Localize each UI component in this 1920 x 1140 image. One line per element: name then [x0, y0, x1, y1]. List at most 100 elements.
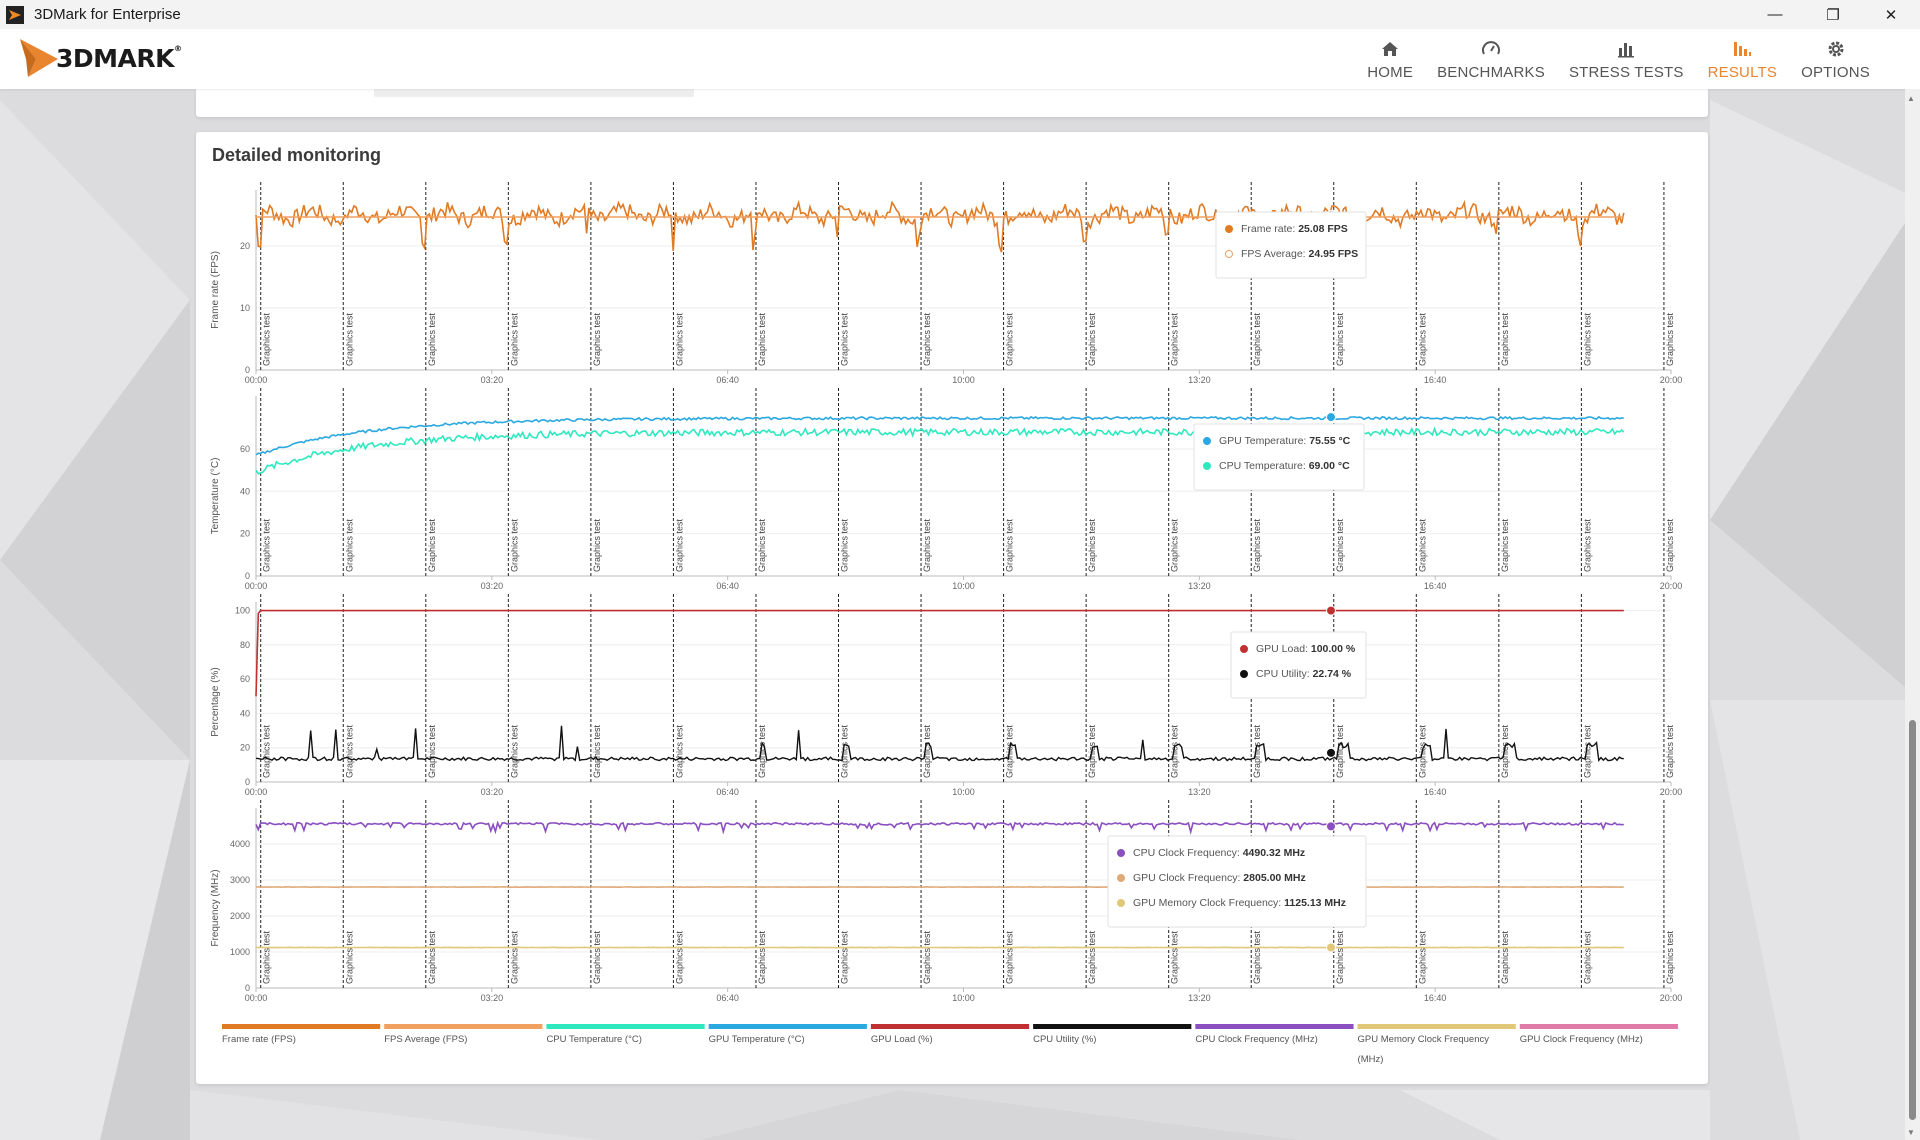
y-axis-label: Percentage (%)	[210, 667, 221, 736]
logo[interactable]: 3DMARK®	[18, 35, 182, 81]
graphics-test-label: Graphics test	[262, 312, 272, 366]
legend-label: CPU Utility (%)	[1033, 1034, 1096, 1045]
tooltip-label: GPU Clock Frequency: 2805.00 MHz	[1133, 872, 1306, 884]
value-bar	[374, 89, 694, 97]
x-tick-label: 00:00	[245, 375, 268, 385]
scrollbar-thumb[interactable]	[1909, 720, 1916, 1120]
graphics-test-label: Graphics test	[509, 312, 519, 366]
graphics-test-label: Graphics test	[592, 518, 602, 572]
nav-results-label: RESULTS	[1707, 63, 1778, 81]
tooltip-label: CPU Utility: 22.74 %	[1256, 668, 1352, 680]
tooltip-swatch	[1117, 899, 1125, 907]
chart-panel-1: 0 10 20 00:00 03:20 06:40 10:00 13:20 16:40 20:00…	[210, 182, 1682, 385]
close-button[interactable]: ✕	[1884, 6, 1898, 24]
series-line-1	[255, 415, 1624, 456]
graphics-test-label: Graphics test	[1665, 930, 1675, 984]
graphics-test-label: Graphics test	[1500, 518, 1510, 572]
cursor-dot	[1326, 412, 1336, 423]
x-tick-label: 13:20	[1188, 581, 1211, 591]
series-line-2	[255, 725, 1624, 763]
graphics-test-label: Graphics test	[922, 724, 932, 778]
nav-benchmarks[interactable]: BENCHMARKS	[1425, 29, 1557, 89]
graphics-test-label: Graphics test	[1582, 518, 1592, 572]
chart-panel-4: 0 1000 2000 3000 4000 00:00 03:20 06:40 10:00 13:…	[210, 800, 1683, 1003]
nav-options[interactable]: OPTIONS	[1789, 29, 1882, 89]
section-title: Detailed monitoring	[212, 145, 382, 165]
graphics-test-label: Graphics test	[427, 518, 437, 572]
tooltip-swatch	[1225, 225, 1233, 233]
y-tick-label: 1000	[230, 947, 250, 957]
chart-tooltip: CPU Clock Frequency: 4490.32 MHz GPU Cloc…	[1107, 835, 1367, 928]
graphics-test-label: Graphics test	[1582, 930, 1592, 984]
legend-swatch	[1033, 1024, 1192, 1029]
scrollbar-track[interactable]	[1905, 89, 1920, 1140]
graphics-test-label: Graphics test	[922, 518, 932, 572]
chart-panel-3: 0 20 40 60 80 100 00:00 03:20 06:40 10:00 13:20 16:…	[210, 594, 1683, 797]
graphics-test-label: Graphics test	[674, 518, 684, 572]
graphics-test-label: Graphics test	[922, 312, 932, 366]
graphics-test-label: Graphics test	[1335, 930, 1345, 984]
window-title: 3DMark for Enterprise	[34, 6, 181, 23]
tooltip-swatch	[1117, 874, 1125, 882]
graphics-test-label: Graphics test	[1417, 930, 1427, 984]
graphics-test-label: Graphics test	[592, 312, 602, 366]
x-tick-label: 20:00	[1660, 787, 1683, 797]
x-tick-label: 16:40	[1424, 375, 1447, 385]
nav-home-label: HOME	[1367, 63, 1414, 81]
graphics-test-label: Graphics test	[592, 930, 602, 984]
main-nav: HOME BENCHMARKS STRESS TESTS	[1355, 29, 1882, 89]
tooltip-swatch	[1117, 849, 1125, 857]
minimize-button[interactable]: —	[1767, 6, 1783, 23]
graphics-test-label: Graphics test	[1005, 518, 1015, 572]
graphics-test-label: Graphics test	[674, 930, 684, 984]
logo-icon	[20, 39, 58, 77]
y-tick-label: 40	[240, 708, 250, 718]
x-tick-label: 16:40	[1424, 787, 1447, 797]
x-tick-label: 06:40	[716, 787, 739, 797]
graphics-test-label: Graphics test	[840, 724, 850, 778]
y-tick-label: 10	[240, 303, 250, 313]
graphics-test-label: Graphics test	[840, 930, 850, 984]
graphics-test-label: Graphics test	[674, 724, 684, 778]
legend-swatch	[1519, 1024, 1678, 1029]
restore-button[interactable]: ❐	[1826, 6, 1840, 24]
graphics-test-label: Graphics test	[1087, 312, 1097, 366]
y-tick-label: 60	[240, 674, 250, 684]
x-tick-label: 00:00	[245, 787, 268, 797]
nav-stress-tests[interactable]: STRESS TESTS	[1557, 29, 1696, 89]
gauge-icon	[1482, 40, 1500, 54]
chart-tooltip: GPU Temperature: 75.55 °C CPU Temperature…	[1193, 423, 1365, 491]
tooltip-label: CPU Clock Frequency: 4490.32 MHz	[1133, 847, 1305, 859]
legend-label: CPU Temperature (°C)	[546, 1034, 641, 1045]
legend-label: Frame rate (FPS)	[222, 1034, 296, 1045]
tooltip-label: Frame rate: 25.08 FPS	[1241, 223, 1348, 235]
nav-results[interactable]: RESULTS	[1696, 29, 1789, 89]
series-line-2	[255, 426, 1625, 475]
scroll-down-arrow[interactable]: ▼	[1907, 1128, 1915, 1137]
scroll-up-arrow[interactable]: ▲	[1907, 94, 1915, 103]
nav-options-label: OPTIONS	[1801, 63, 1870, 81]
graphics-test-label: Graphics test	[509, 724, 519, 778]
y-tick-label: 40	[240, 486, 250, 496]
y-tick-label: 2000	[230, 911, 250, 921]
legend-label: CPU Clock Frequency (MHz)	[1195, 1034, 1317, 1045]
cursor-dot	[1326, 605, 1336, 616]
nav-home[interactable]: HOME	[1355, 29, 1425, 89]
chart-tooltip: Frame rate: 25.08 FPS FPS Average: 24.95 …	[1215, 211, 1367, 279]
x-tick-label: 16:40	[1424, 581, 1447, 591]
tooltip-box	[1215, 211, 1367, 279]
detailed-monitoring-card: 0 10 20 00:00 03:20 06:40 10:00 13:20 16:40 20:00…	[196, 132, 1708, 1084]
y-tick-label: 20	[240, 743, 250, 753]
x-tick-label: 20:00	[1660, 993, 1683, 1003]
chart-tooltip: GPU Load: 100.00 % CPU Utility: 22.74 %	[1230, 631, 1367, 699]
series-line-1	[255, 199, 1625, 253]
graphics-test-label: Graphics test	[1500, 930, 1510, 984]
window-titlebar: 3DMark for Enterprise — ❐ ✕	[0, 0, 1920, 29]
graphics-test-label: Graphics test	[1170, 312, 1180, 366]
x-tick-label: 10:00	[952, 993, 975, 1003]
y-axis-label: Frequency (MHz)	[210, 869, 221, 946]
nav-stress-tests-label: STRESS TESTS	[1568, 63, 1684, 81]
tooltip-box	[1107, 835, 1367, 928]
legend-label: GPU Load (%)	[871, 1034, 933, 1045]
home-icon	[1382, 41, 1399, 56]
